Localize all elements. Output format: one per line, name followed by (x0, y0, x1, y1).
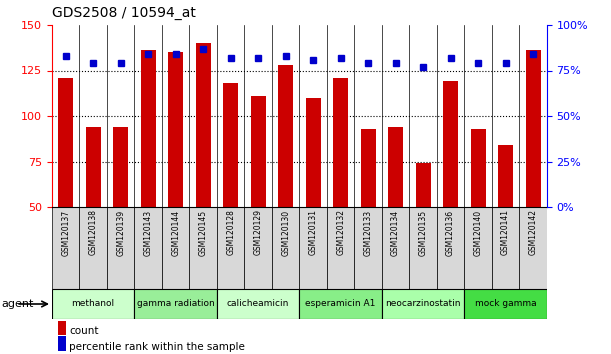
Bar (278, 65, 293, 207)
Bar (134, 289, 217, 319)
Text: GSM120136: GSM120136 (446, 210, 455, 256)
Text: GSM120143: GSM120143 (144, 210, 153, 256)
Text: GSM120134: GSM120134 (391, 210, 400, 256)
Bar (217, 207, 244, 289)
Bar (382, 289, 464, 319)
Bar (525, 51, 541, 207)
Text: GSM120141: GSM120141 (501, 210, 510, 256)
Bar (189, 207, 217, 289)
Bar (52, 289, 134, 319)
Text: GSM120137: GSM120137 (61, 210, 70, 256)
Bar (415, 163, 431, 207)
Bar (86, 127, 101, 207)
Bar (251, 96, 266, 207)
Text: agent: agent (1, 299, 34, 309)
Bar (443, 81, 458, 207)
Text: GSM120140: GSM120140 (474, 210, 483, 256)
Bar (107, 207, 134, 289)
Text: count: count (69, 326, 98, 336)
Bar (437, 207, 464, 289)
Text: GSM120142: GSM120142 (529, 210, 538, 256)
Bar (79, 207, 107, 289)
Text: GSM120138: GSM120138 (89, 210, 98, 256)
Bar (327, 207, 354, 289)
Text: GSM120129: GSM120129 (254, 210, 263, 256)
Text: GSM120135: GSM120135 (419, 210, 428, 256)
Bar (464, 289, 547, 319)
Bar (299, 289, 382, 319)
Text: gamma radiation: gamma radiation (137, 299, 214, 308)
Bar (492, 207, 519, 289)
Bar (306, 98, 321, 207)
Bar (217, 289, 299, 319)
Bar (519, 207, 547, 289)
Text: GSM120132: GSM120132 (336, 210, 345, 256)
Text: mock gamma: mock gamma (475, 299, 536, 308)
Bar (223, 83, 238, 207)
Bar (299, 207, 327, 289)
Text: GSM120128: GSM120128 (226, 210, 235, 255)
Text: GSM120145: GSM120145 (199, 210, 208, 256)
Bar (333, 78, 348, 207)
Text: neocarzinostatin: neocarzinostatin (386, 299, 461, 308)
Bar (272, 207, 299, 289)
Bar (498, 145, 513, 207)
Bar (360, 129, 376, 207)
Bar (141, 51, 156, 207)
Bar (134, 207, 162, 289)
Bar (113, 127, 128, 207)
Text: GDS2508 / 10594_at: GDS2508 / 10594_at (52, 6, 196, 20)
Text: GSM120139: GSM120139 (116, 210, 125, 256)
Bar (470, 129, 486, 207)
Bar (244, 207, 272, 289)
Text: percentile rank within the sample: percentile rank within the sample (69, 342, 245, 352)
Bar (52, 207, 79, 289)
Bar (464, 207, 492, 289)
Text: GSM120130: GSM120130 (281, 210, 290, 256)
Text: GSM120144: GSM120144 (171, 210, 180, 256)
Text: GSM120131: GSM120131 (309, 210, 318, 256)
Text: GSM120133: GSM120133 (364, 210, 373, 256)
Bar (58, 78, 73, 207)
Bar (196, 43, 211, 207)
Text: esperamicin A1: esperamicin A1 (306, 299, 376, 308)
Bar (168, 52, 183, 207)
Bar (354, 207, 382, 289)
Text: calicheamicin: calicheamicin (227, 299, 290, 308)
Text: methanol: methanol (71, 299, 115, 308)
Bar (162, 207, 189, 289)
Bar (382, 207, 409, 289)
Bar (409, 207, 437, 289)
Bar (388, 127, 403, 207)
